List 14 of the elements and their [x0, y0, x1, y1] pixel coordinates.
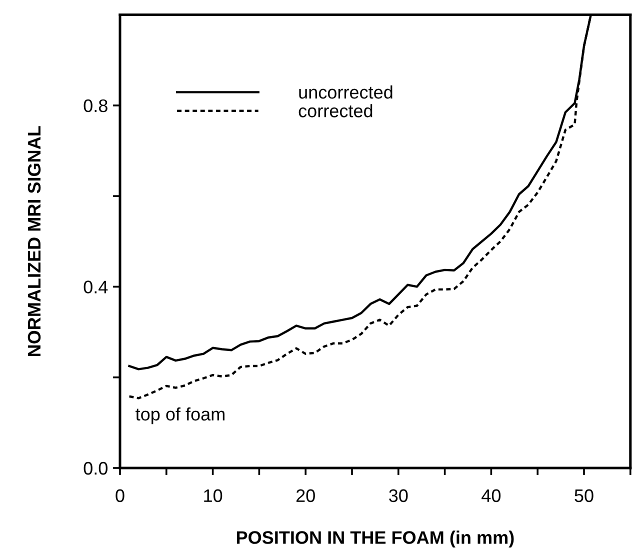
- legend-label: uncorrected: [299, 85, 392, 99]
- x-tick-label: 0: [116, 489, 124, 502]
- x-tick-label: 50: [574, 489, 594, 502]
- x-tick-label: 30: [389, 489, 408, 502]
- x-tick-label: 40: [482, 489, 501, 502]
- x-tick-label: 10: [204, 489, 222, 502]
- annotation: top of foam: [136, 407, 224, 424]
- x-axis-title: POSITION IN THE FOAM (in mm): [236, 530, 514, 548]
- y-tick-label: 0.4: [84, 280, 108, 294]
- y-tick-label: 0.0: [84, 462, 108, 475]
- y-axis-title: NORMALIZED MRI SIGNAL: [28, 126, 41, 356]
- y-tick-label: 0.8: [84, 99, 108, 112]
- legend-label: corrected: [298, 104, 372, 118]
- x-tick-label: 20: [296, 489, 315, 502]
